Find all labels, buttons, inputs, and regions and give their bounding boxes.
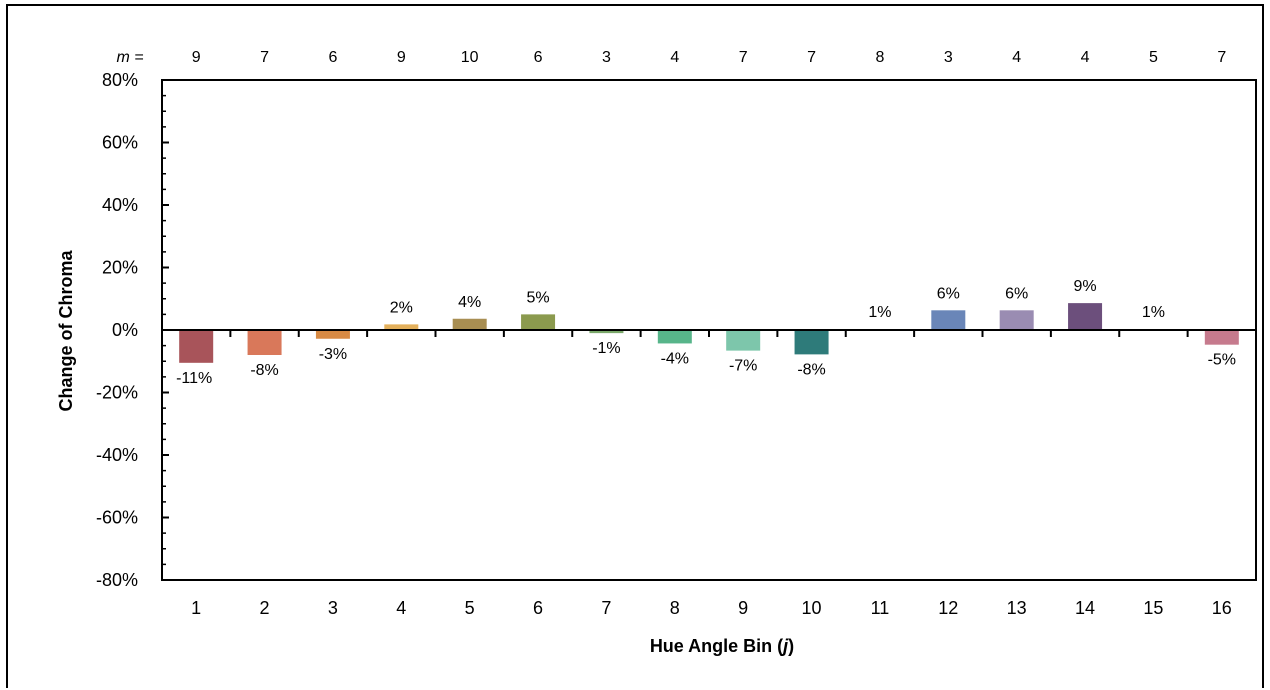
x-tick-label: 12 bbox=[938, 598, 958, 618]
data-label: -1% bbox=[592, 340, 620, 357]
bar bbox=[452, 318, 487, 330]
x-tick-label: 8 bbox=[670, 598, 680, 618]
m-value: 6 bbox=[328, 49, 337, 66]
bar bbox=[315, 330, 350, 339]
x-tick-label: 1 bbox=[191, 598, 201, 618]
data-label: 5% bbox=[527, 289, 550, 306]
y-tick-label: -40% bbox=[96, 445, 138, 465]
y-tick-label: 60% bbox=[102, 133, 138, 153]
m-value: 3 bbox=[602, 49, 611, 66]
bar bbox=[794, 330, 829, 355]
m-value: 4 bbox=[670, 49, 679, 66]
m-value: 8 bbox=[875, 49, 884, 66]
y-tick-label: 0% bbox=[112, 320, 138, 340]
data-label: 1% bbox=[868, 304, 891, 321]
bar bbox=[726, 330, 761, 351]
y-tick-labels: 80% 60% 40% 20% 0% -20% -40% -60% -80% bbox=[96, 70, 138, 590]
m-value-row: m = 9 7 6 9 10 6 3 4 7 7 8 3 4 4 5 7 bbox=[116, 49, 1226, 66]
bar bbox=[179, 330, 214, 363]
chart-frame bbox=[6, 4, 1264, 688]
y-tick-label: 40% bbox=[102, 195, 138, 215]
x-tick-label: 2 bbox=[260, 598, 270, 618]
x-tick-label: 10 bbox=[802, 598, 822, 618]
m-value: 9 bbox=[397, 49, 406, 66]
bars bbox=[179, 303, 1239, 363]
x-tick-labels: 1 2 3 4 5 6 7 8 9 10 11 12 13 14 15 16 bbox=[191, 598, 1232, 618]
x-tick-label: 13 bbox=[1007, 598, 1027, 618]
m-value: 4 bbox=[1012, 49, 1021, 66]
x-axis-title: Hue Angle Bin (j) bbox=[650, 636, 794, 656]
m-value: 7 bbox=[739, 49, 748, 66]
bar bbox=[521, 314, 556, 330]
m-value: 9 bbox=[192, 49, 201, 66]
data-label: 9% bbox=[1074, 278, 1097, 295]
data-label: -11% bbox=[176, 370, 212, 387]
m-value: 3 bbox=[944, 49, 953, 66]
bar bbox=[247, 330, 282, 355]
bar bbox=[589, 330, 624, 334]
data-label: 2% bbox=[390, 299, 413, 316]
data-labels: -11% -8% -3% 2% 4% 5% -1% -4% -7% -8% 1% 6% 6% 9% 1% -5… bbox=[176, 278, 1236, 387]
x-tick-label: 6 bbox=[533, 598, 543, 618]
x-tick-label: 3 bbox=[328, 598, 338, 618]
data-label: 1% bbox=[1142, 304, 1165, 321]
data-label: 6% bbox=[1005, 285, 1028, 302]
data-label: 6% bbox=[937, 285, 960, 302]
bar bbox=[657, 330, 692, 344]
x-tick-label: 9 bbox=[738, 598, 748, 618]
y-tick-label: -20% bbox=[96, 383, 138, 403]
x-tick-label: 4 bbox=[396, 598, 406, 618]
m-value: 7 bbox=[1217, 49, 1226, 66]
data-label: 4% bbox=[458, 294, 481, 311]
bar bbox=[931, 310, 966, 330]
y-axis-title: Change of Chroma bbox=[56, 250, 76, 412]
m-row-label: m = bbox=[116, 49, 143, 66]
data-label: -3% bbox=[319, 346, 347, 363]
x-tick-label: 15 bbox=[1143, 598, 1163, 618]
m-value: 10 bbox=[461, 49, 479, 66]
data-label: -8% bbox=[250, 362, 278, 379]
data-label: -8% bbox=[797, 361, 825, 378]
x-tick-label: 11 bbox=[871, 598, 890, 618]
y-tick-label: -60% bbox=[96, 508, 138, 528]
y-tick-label: 80% bbox=[102, 70, 138, 90]
m-value: 6 bbox=[534, 49, 543, 66]
x-tick-label: 7 bbox=[601, 598, 611, 618]
data-label: -7% bbox=[729, 358, 757, 375]
x-tick-label: 5 bbox=[465, 598, 475, 618]
bar bbox=[1204, 330, 1239, 345]
m-value: 5 bbox=[1149, 49, 1158, 66]
bar bbox=[999, 310, 1034, 330]
m-value: 7 bbox=[260, 49, 269, 66]
y-tick-label: -80% bbox=[96, 570, 138, 590]
data-label: -5% bbox=[1208, 352, 1236, 369]
axes bbox=[161, 79, 1257, 581]
bar bbox=[1068, 303, 1103, 330]
bar bbox=[384, 324, 419, 330]
x-tick-label: 14 bbox=[1075, 598, 1095, 618]
m-value: 4 bbox=[1081, 49, 1090, 66]
data-label: -4% bbox=[661, 350, 689, 367]
x-tick-label: 16 bbox=[1212, 598, 1232, 618]
y-tick-label: 20% bbox=[102, 258, 138, 278]
m-value: 7 bbox=[807, 49, 816, 66]
